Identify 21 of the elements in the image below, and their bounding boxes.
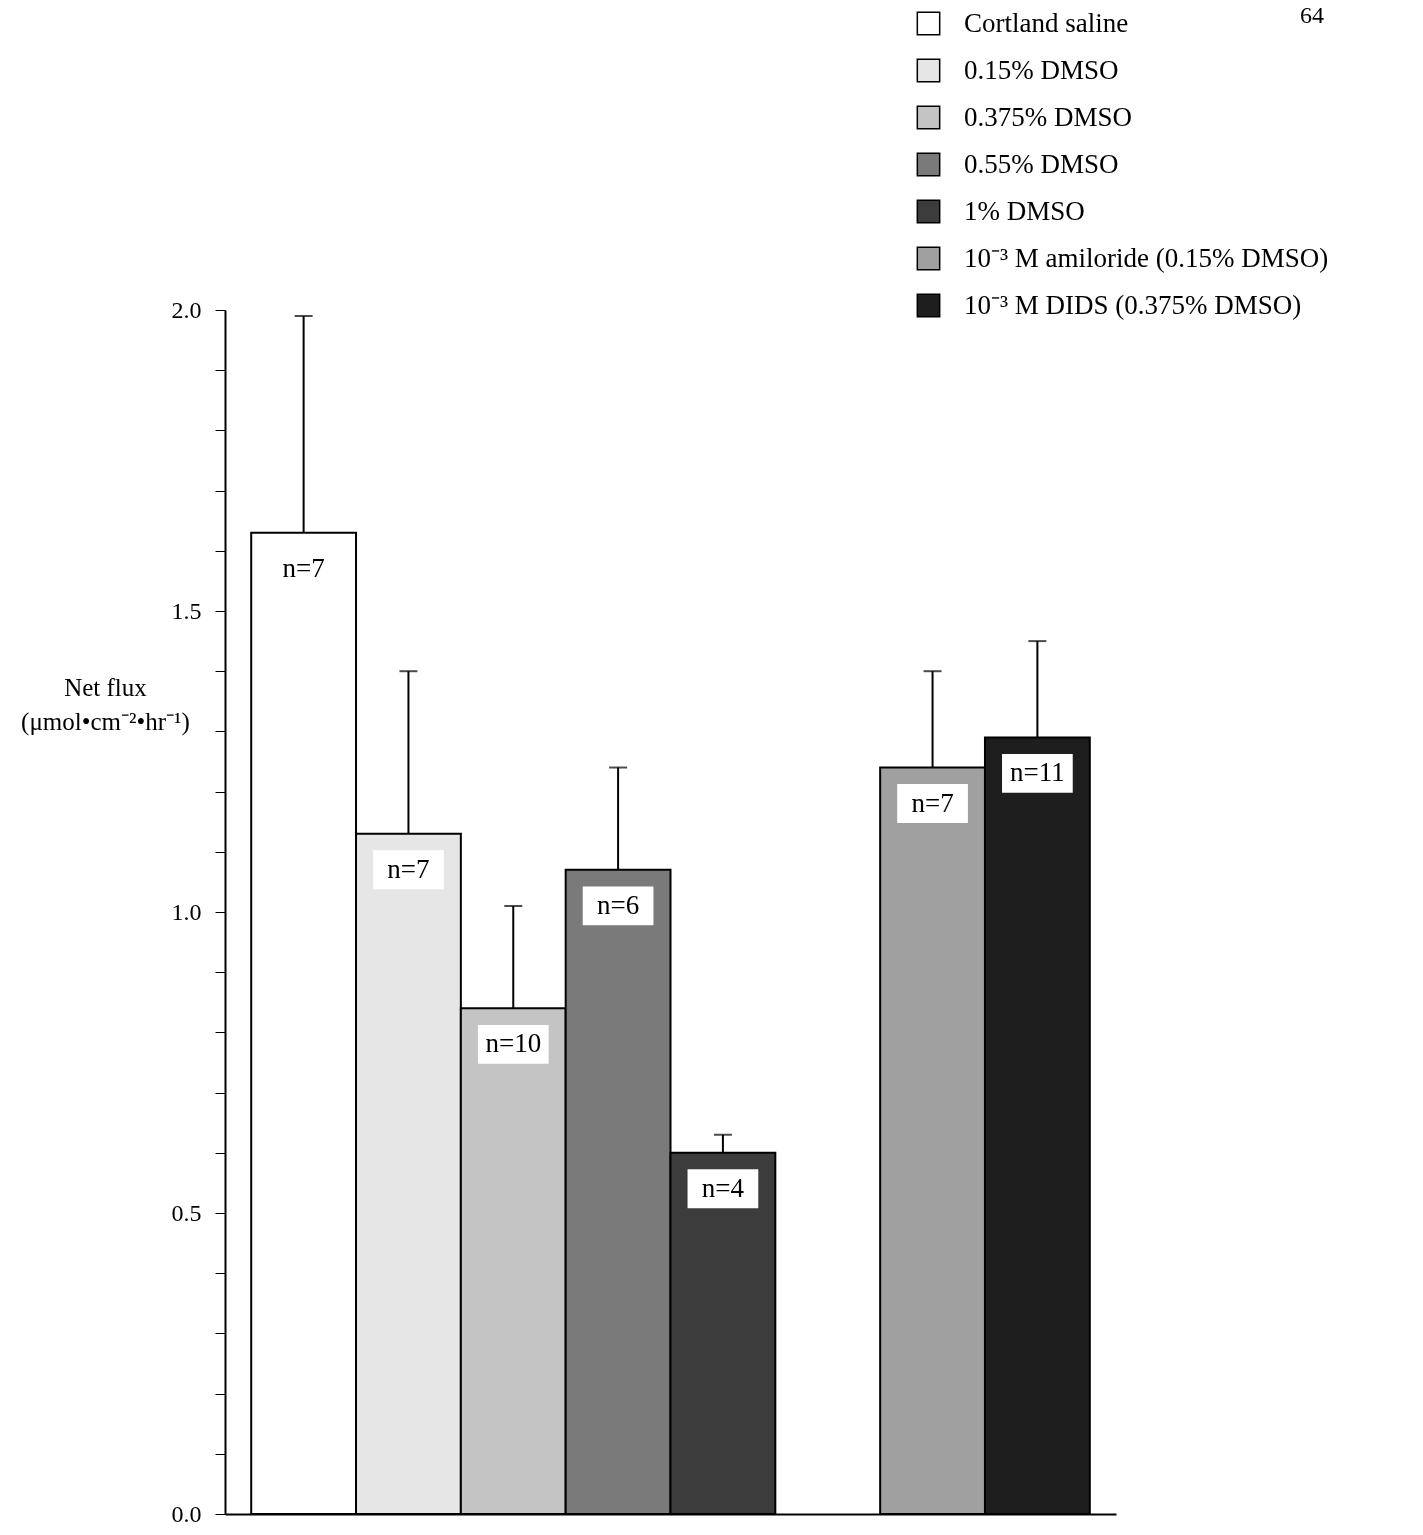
legend-label: 0.15% DMSO bbox=[964, 54, 1119, 85]
y-tick-label: 0.0 bbox=[171, 1500, 202, 1527]
legend-label: 1% DMSO bbox=[964, 195, 1085, 226]
legend-label: 10⁻³ M amiloride (0.15% DMSO) bbox=[964, 242, 1329, 273]
legend-label: 10⁻³ M DIDS (0.375% DMSO) bbox=[964, 289, 1302, 320]
annotation: n=10 bbox=[485, 1028, 542, 1059]
y-axis-title: Net flux (μmol•cm⁻²•hr⁻¹) bbox=[21, 673, 190, 736]
y-tick-label: 1.5 bbox=[171, 597, 202, 624]
annotation: n=7 bbox=[387, 853, 430, 884]
legend-label: 0.375% DMSO bbox=[964, 101, 1133, 132]
annotation: n=6 bbox=[596, 889, 640, 920]
legend-label: 0.55% DMSO bbox=[964, 148, 1119, 179]
legend-label: Cortland saline bbox=[964, 7, 1129, 38]
y-tick-label: 1.0 bbox=[171, 898, 202, 925]
annotation: n=7 bbox=[282, 552, 325, 583]
annotation: n=7 bbox=[911, 787, 954, 818]
annotation: n=11 bbox=[1010, 757, 1065, 788]
y-tick-label: 2.0 bbox=[171, 296, 202, 323]
y-tick-label: 0.5 bbox=[171, 1199, 202, 1226]
annotation: n=4 bbox=[701, 1172, 745, 1203]
text: 64 bbox=[1300, 2, 1324, 29]
